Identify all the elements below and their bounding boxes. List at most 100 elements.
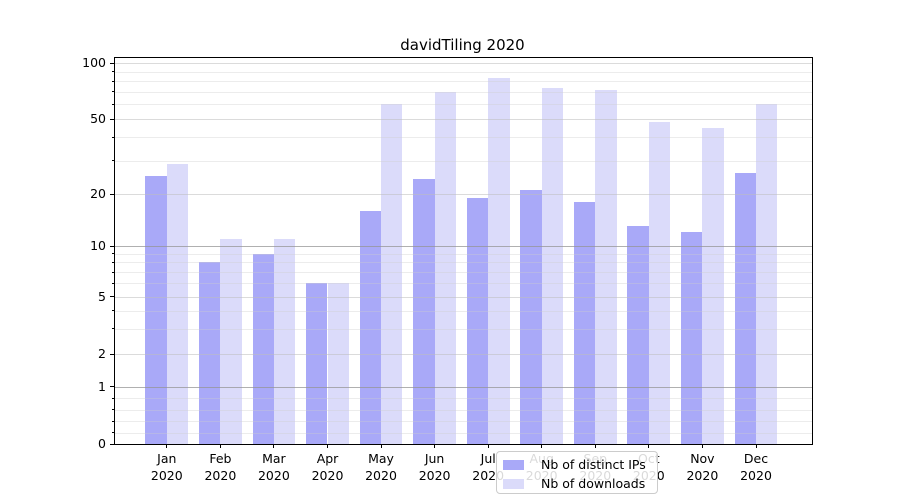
x-axis-tick — [487, 444, 489, 448]
y-axis-tick-label: 2 — [98, 346, 106, 361]
y-axis-tick-label: 100 — [82, 55, 106, 70]
x-axis-tick-label: May 2020 — [353, 451, 409, 484]
x-axis-tick-label: Jan 2020 — [139, 451, 195, 484]
x-tick-year: 2020 — [257, 467, 290, 483]
bar-downloads — [327, 283, 349, 444]
x-axis-tick — [219, 444, 221, 448]
y-axis-tick-label: 10 — [90, 238, 106, 253]
x-tick-month: Jun — [424, 451, 445, 466]
bar-distinct-ips — [359, 210, 381, 444]
x-axis-tick — [166, 444, 168, 448]
y-axis-minor-tick — [111, 282, 114, 284]
gridline-major — [115, 354, 812, 355]
x-tick-month: Dec — [743, 451, 769, 466]
gridline-minor — [115, 104, 812, 106]
x-tick-month: Jan — [157, 451, 177, 466]
bar-distinct-ips — [413, 179, 435, 444]
bar-downloads — [756, 104, 778, 444]
gridline-minor — [115, 160, 812, 162]
x-tick-month: Feb — [209, 451, 232, 466]
gridline-minor — [115, 272, 812, 273]
gridline-minor — [115, 310, 812, 312]
y-axis-tick — [110, 193, 114, 195]
y-axis-tick-label: 5 — [98, 288, 106, 304]
x-tick-month: Mar — [262, 451, 286, 466]
x-axis-tick-label: Mar 2020 — [246, 451, 302, 484]
x-tick-year: 2020 — [418, 467, 451, 483]
gridline-minor — [115, 137, 812, 139]
gridline-minor — [115, 398, 812, 399]
x-axis-tick — [434, 444, 436, 448]
y-axis-minor-tick — [111, 71, 114, 72]
y-axis-tick — [110, 353, 114, 355]
bar-downloads — [166, 163, 189, 444]
x-axis-tick — [541, 444, 543, 448]
y-axis-tick — [110, 118, 114, 120]
gridline-minor — [115, 283, 812, 285]
bar-distinct-ips — [466, 197, 489, 444]
gridline-minor — [115, 81, 812, 82]
gridline-minor — [115, 91, 812, 93]
y-axis-minor-tick — [111, 397, 114, 399]
y-axis-minor-tick — [111, 91, 114, 93]
bar-distinct-ips — [734, 172, 756, 444]
x-axis-tick — [648, 444, 650, 448]
y-axis-minor-tick — [111, 253, 114, 255]
legend-row-distinct-ips: Nb of distinct IPs — [503, 455, 657, 474]
bar-downloads — [702, 127, 724, 444]
bar-distinct-ips — [199, 262, 221, 444]
x-axis-tick-label: Apr 2020 — [300, 451, 356, 484]
x-tick-month: May — [368, 451, 394, 466]
y-axis-tick — [110, 443, 114, 445]
gridline-minor — [115, 253, 812, 255]
bar-downloads — [434, 91, 456, 444]
bar-downloads — [273, 238, 296, 444]
x-tick-month: Jul — [480, 451, 496, 466]
gridline-minor — [115, 262, 812, 264]
y-axis-minor-tick — [111, 80, 114, 82]
legend-swatch-distinct-ips — [503, 459, 524, 470]
bar-distinct-ips — [306, 283, 328, 444]
bar-downloads — [541, 88, 564, 444]
bar-downloads — [381, 104, 403, 444]
bar-distinct-ips — [520, 190, 542, 444]
y-axis-minor-tick — [111, 136, 114, 138]
legend: Nb of distinct IPs Nb of downloads — [496, 451, 658, 494]
x-tick-year: 2020 — [204, 467, 237, 483]
y-axis-tick — [110, 386, 114, 387]
y-axis-minor-tick — [111, 160, 114, 162]
bar-distinct-ips — [145, 175, 167, 444]
bar-distinct-ips — [681, 232, 703, 444]
y-axis-minor-tick — [111, 432, 114, 433]
y-axis-minor-tick — [111, 420, 114, 422]
legend-swatch-downloads — [503, 478, 524, 489]
gridline-minor — [115, 409, 812, 411]
bar-downloads — [220, 238, 242, 444]
gridline-decade — [115, 386, 812, 388]
gridline-major — [115, 119, 812, 120]
chart-title: davidTiling 2020 — [400, 36, 525, 54]
x-tick-year: 2020 — [150, 467, 183, 483]
gridline-minor — [115, 421, 812, 422]
gridline-major — [115, 296, 812, 298]
bar-downloads — [488, 78, 510, 444]
x-axis-tick — [380, 444, 382, 448]
gridline-minor — [115, 71, 812, 73]
x-axis-tick-label: Dec 2020 — [728, 451, 784, 484]
gridline-decade — [115, 246, 812, 247]
bar-downloads — [648, 122, 671, 444]
x-axis-tick-label: Jun 2020 — [407, 451, 463, 484]
y-axis-minor-tick — [111, 271, 114, 273]
x-axis-tick — [327, 444, 328, 448]
x-tick-year: 2020 — [311, 467, 344, 483]
legend-label-downloads: Nb of downloads — [541, 476, 646, 491]
x-tick-year: 2020 — [365, 467, 397, 483]
x-axis-tick — [273, 444, 275, 448]
x-tick-month: Nov — [690, 451, 715, 466]
y-axis-minor-tick — [111, 409, 114, 410]
x-axis-tick-label: Feb 2020 — [192, 451, 248, 484]
x-tick-year: 2020 — [686, 467, 719, 483]
legend-row-downloads: Nb of downloads — [503, 474, 657, 493]
bar-distinct-ips — [252, 253, 274, 444]
